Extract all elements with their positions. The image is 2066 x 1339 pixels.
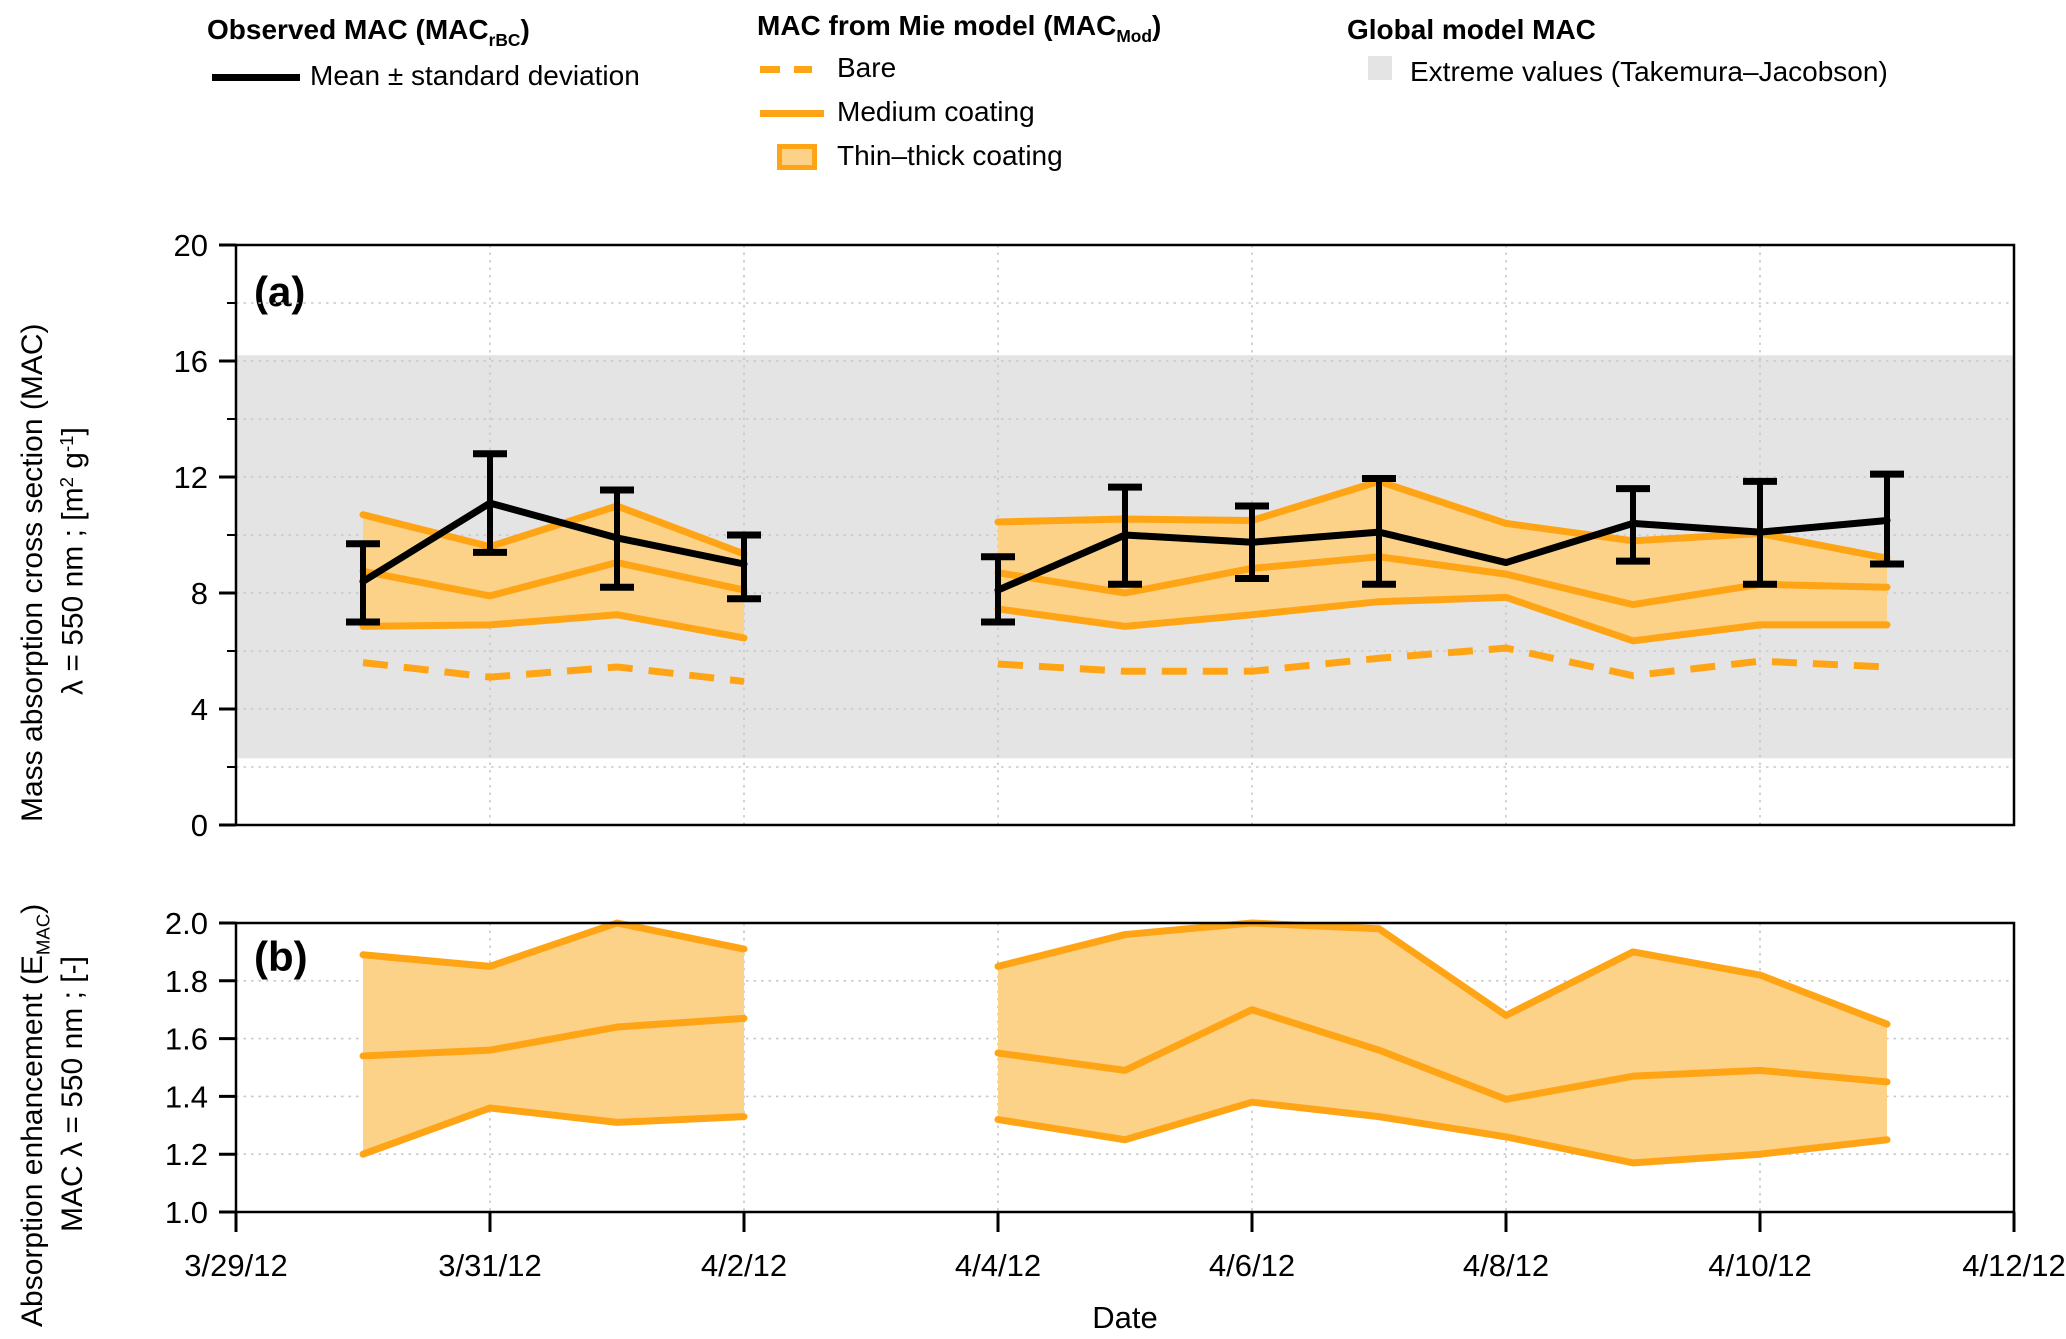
mie-medium-line <box>359 559 748 600</box>
x-tick-label: 4/2/12 <box>701 1248 787 1283</box>
legend-gray-band-swatch <box>1368 56 1392 80</box>
x-tick-label: 3/29/12 <box>184 1248 287 1283</box>
panel-b-tag: (b) <box>254 933 308 980</box>
panel-a-tag: (a) <box>254 268 306 315</box>
mie-medium-line <box>994 553 1891 609</box>
legend-bare-item: Bare <box>837 52 897 83</box>
y-tick-label: 0 <box>191 808 208 843</box>
enhancement-band <box>998 923 1887 1163</box>
y-tick-label: 8 <box>191 576 208 611</box>
y-tick-label: 1.0 <box>165 1195 208 1230</box>
y-tick-label: 12 <box>174 460 208 495</box>
x-tick-label: 4/6/12 <box>1209 1248 1295 1283</box>
mie-bare-dashed-line <box>362 659 745 685</box>
legend-mie-header-close: ) <box>1152 10 1162 41</box>
legend-thick-band-swatch <box>777 144 817 170</box>
enhancement-upper-line <box>359 919 748 970</box>
legend-medium-line-swatch <box>760 110 824 117</box>
enhancement-mid-line <box>994 1006 1891 1103</box>
x-tick-label: 4/8/12 <box>1463 1248 1549 1283</box>
legend-global-item: Extreme values (Takemura–Jacobson) <box>1410 56 1888 87</box>
enhancement-mid-line <box>359 1014 748 1060</box>
legend-black-line-swatch <box>212 74 300 81</box>
mie-thick-upper-line <box>359 502 748 558</box>
mie-thick-upper-line <box>994 477 1891 562</box>
legend-mie-header-text: MAC from Mie model (MAC <box>757 10 1117 41</box>
legend-thick-item: Thin–thick coating <box>837 140 1063 171</box>
x-axis-title: Date <box>1092 1300 1157 1335</box>
panel-b-frame <box>234 921 2016 1214</box>
y-tick-label: 1.6 <box>165 1022 208 1057</box>
legend-observed-header-subscript: rBC <box>488 29 521 50</box>
y-tick-label: 2.0 <box>165 906 208 941</box>
x-tick-label: 4/4/12 <box>955 1248 1041 1283</box>
legend-observed-header-text: Observed MAC (MAC <box>207 14 489 45</box>
enhancement-upper-line <box>994 919 1891 1028</box>
y-tick-label: 1.2 <box>165 1137 208 1172</box>
legend-observed-item: Mean ± standard deviation <box>310 60 640 91</box>
y-tick-label: 16 <box>174 344 208 379</box>
legend-bare-dash-swatch <box>760 66 812 73</box>
x-tick-label: 4/12/12 <box>1962 1248 2065 1283</box>
observed-mean-line <box>359 499 748 585</box>
legend-observed-header-close: ) <box>520 14 530 45</box>
legend-mie-header-subscript: Mod <box>1116 25 1152 46</box>
y-tick-label: 20 <box>174 228 208 263</box>
mie-bare-dashed-line <box>997 644 1888 680</box>
y-tick-label: 1.8 <box>165 964 208 999</box>
y-tick-label: 1.4 <box>165 1079 208 1114</box>
legend-medium-item: Medium coating <box>837 96 1035 127</box>
legend-observed-header: Observed MAC (MACrBC) <box>207 14 530 51</box>
y-tick-label: 4 <box>191 692 208 727</box>
mie-thin-lower-line <box>359 611 748 642</box>
enhancement-lower-line <box>359 1104 748 1158</box>
legend-mie-header: MAC from Mie model (MACMod) <box>757 10 1161 47</box>
observed-mean-line <box>994 517 1891 594</box>
enhancement-lower-line <box>994 1098 1891 1167</box>
x-tick-label: 3/31/12 <box>438 1248 541 1283</box>
mie-thin-lower-line <box>994 593 1891 645</box>
legend-global-header: Global model MAC <box>1347 14 1596 45</box>
x-tick-label: 4/10/12 <box>1708 1248 1811 1283</box>
